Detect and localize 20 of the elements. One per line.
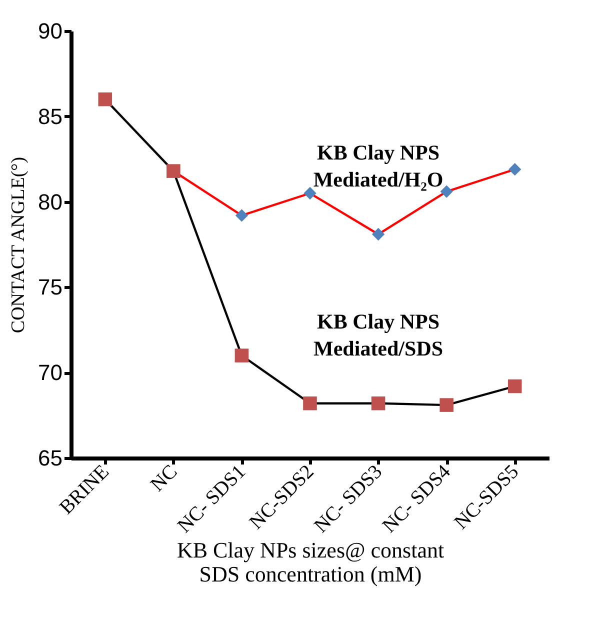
y-tick-label: 75 [38, 274, 62, 300]
point [303, 396, 317, 410]
point [440, 398, 454, 412]
y-tick-label: 80 [38, 189, 62, 214]
y-tick-label: 65 [38, 446, 62, 470]
point [235, 209, 248, 222]
point [508, 379, 522, 394]
series-label: KB Clay NPS Mediated/H₂O [313, 140, 444, 192]
point [98, 92, 112, 106]
point [371, 396, 386, 410]
y-tick-label: 70 [38, 360, 62, 386]
point [372, 228, 385, 241]
y-axis-title: CONTACT ANGLE(°) [8, 156, 30, 334]
y-tick-label: 85 [38, 104, 62, 129]
y-tick-label: 90 [38, 18, 62, 44]
x-tick-label: NC [146, 460, 182, 496]
point [508, 163, 522, 176]
series-label: KB Clay NPS Mediated/SDS [314, 309, 444, 360]
x-axis-title: KB Clay NPs sizes@ constant SDS concentration (mM) [176, 537, 444, 586]
point [234, 348, 249, 362]
